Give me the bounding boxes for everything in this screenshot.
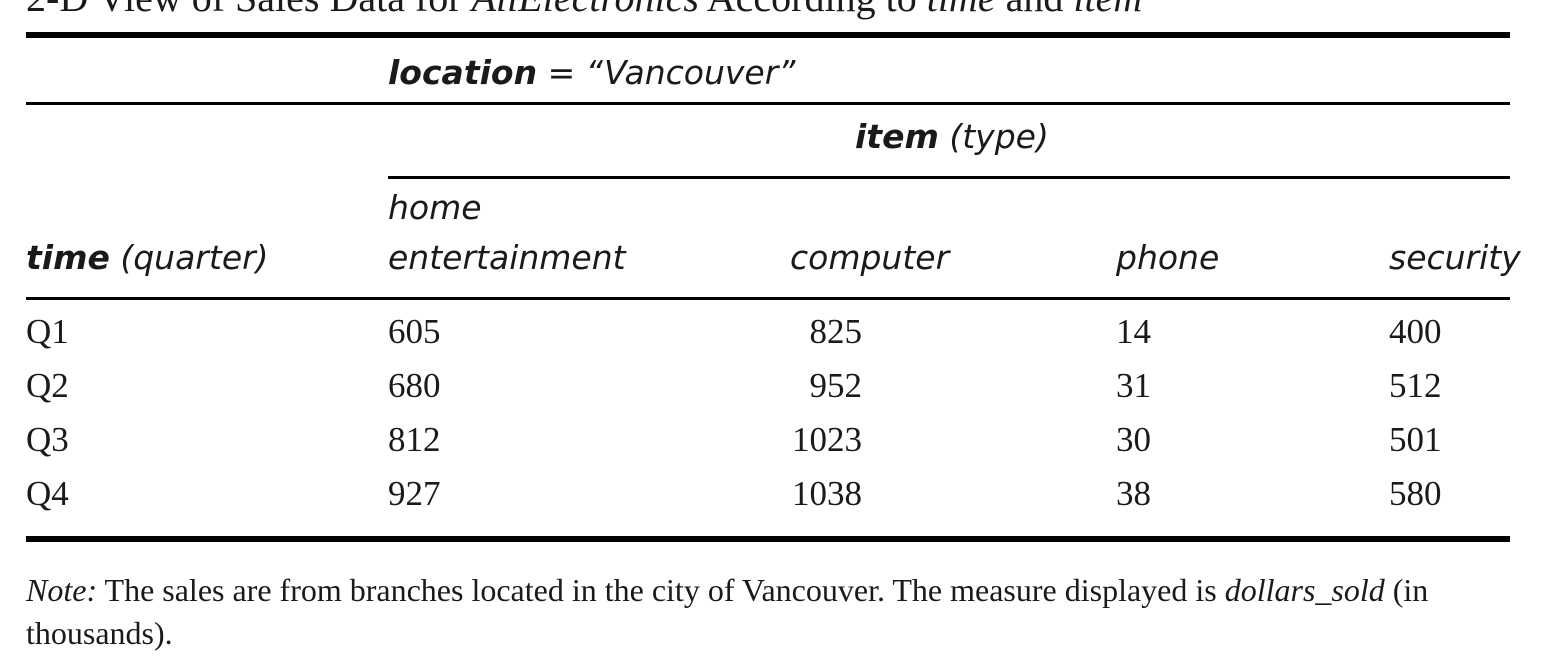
row-quarter: Q4 <box>26 474 69 513</box>
table-cell: 400 <box>1389 312 1442 351</box>
table-cell: 1023 <box>792 420 862 459</box>
caption-company: AllElectronics <box>472 0 699 20</box>
col-header-computer: computer <box>790 238 950 277</box>
table-cell: 927 <box>388 474 441 513</box>
col-header-security: security <box>1389 238 1521 277</box>
bottom-rule <box>26 536 1510 542</box>
table-note: Note: The sales are from branches locate… <box>26 572 1429 651</box>
table-cell: 512 <box>1389 366 1442 405</box>
note-label: Note: <box>26 572 98 608</box>
note-measure: dollars_sold <box>1224 572 1385 608</box>
table-cell: 1038 <box>792 474 862 513</box>
location-header: location = “Vancouver” <box>388 53 796 92</box>
col-header-home: home <box>388 188 482 227</box>
header-rule <box>26 297 1510 300</box>
table-cell: 580 <box>1389 474 1442 513</box>
table-cell: 31 <box>1116 366 1151 405</box>
table-cell: 30 <box>1116 420 1151 459</box>
row-quarter: Q2 <box>26 366 69 405</box>
table-cell: 680 <box>388 366 441 405</box>
row-quarter: Q3 <box>26 420 69 459</box>
table-cell: 812 <box>388 420 441 459</box>
top-rule <box>26 32 1510 38</box>
table-cell: 14 <box>1116 312 1151 351</box>
table-cell: 952 <box>809 366 863 405</box>
col-header-entertainment: entertainment <box>388 238 626 277</box>
col-header-phone: phone <box>1116 238 1220 277</box>
table-cell: 38 <box>1116 474 1151 513</box>
time-header: time (quarter) <box>26 238 269 277</box>
item-header: item (type) <box>855 117 1049 156</box>
table-cell: 605 <box>388 312 441 351</box>
table-cell: 501 <box>1389 420 1442 459</box>
row-quarter: Q1 <box>26 312 69 351</box>
item-rule <box>388 176 1510 179</box>
table-caption: 2-D View of Sales Data for AllElectronic… <box>26 0 1142 18</box>
caption-dim-item: item <box>1073 0 1142 20</box>
table-cell: 825 <box>809 312 863 351</box>
caption-dim-time: time <box>927 0 996 20</box>
location-rule <box>26 102 1510 105</box>
